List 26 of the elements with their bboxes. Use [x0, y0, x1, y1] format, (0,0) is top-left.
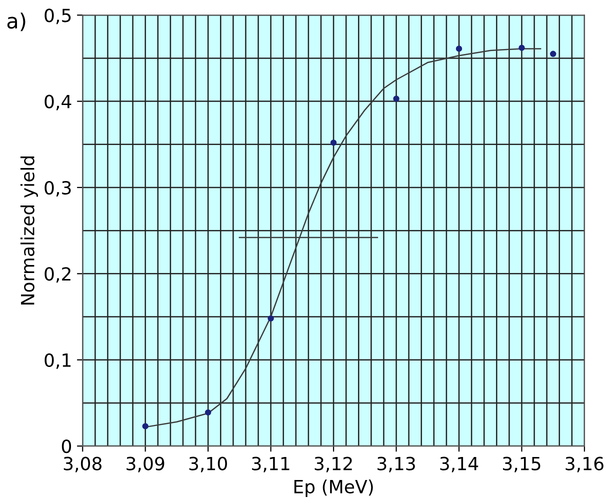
x-tick-label: 3,16 — [566, 456, 604, 472]
y-tick-label: 0,5 — [44, 8, 71, 24]
y-tick-label: 0,4 — [44, 94, 72, 110]
point — [142, 423, 148, 430]
point — [550, 50, 556, 58]
x-tick-label: 3,11 — [252, 456, 290, 472]
point — [518, 44, 525, 51]
x-tick-label: 3,08 — [64, 456, 102, 472]
point — [393, 96, 400, 102]
y-tick-label: 0 — [62, 440, 72, 454]
x-tick-label: 3,12 — [314, 456, 352, 472]
y-tick-label: 0,3 — [44, 180, 71, 196]
x-axis-title: Ep (MeV) — [294, 480, 373, 497]
point — [268, 315, 274, 322]
y-tick-label: 0,1 — [44, 353, 71, 369]
x-tick-label: 3,10 — [189, 456, 227, 472]
x-tick-label: 3,15 — [503, 456, 540, 472]
y-axis-title: Normalized yield — [20, 156, 38, 305]
point — [456, 46, 462, 52]
x-tick-label: 3,09 — [126, 456, 164, 472]
y-tick-label: 0,2 — [44, 267, 70, 283]
point — [330, 140, 337, 146]
point — [204, 409, 212, 416]
x-tick-label: 3,14 — [440, 456, 478, 472]
x-tick-label: 3,13 — [378, 456, 415, 472]
text: a) — [7, 12, 26, 32]
